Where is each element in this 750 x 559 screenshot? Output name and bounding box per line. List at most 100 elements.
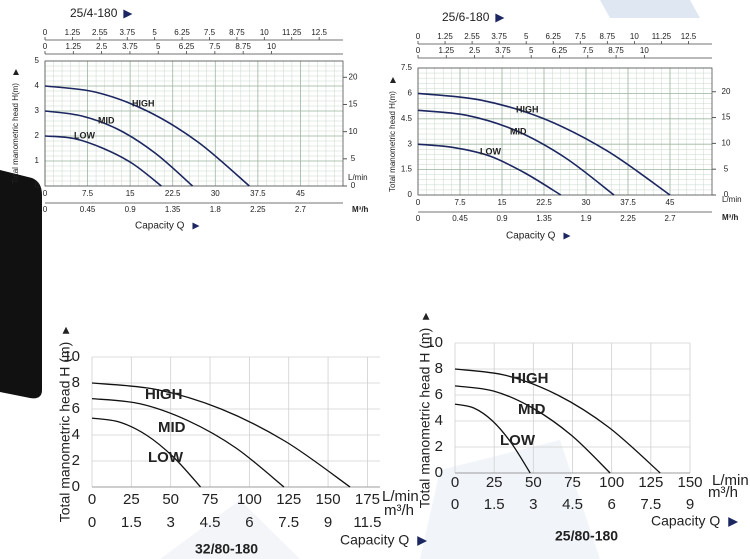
bottom-scale-label: 2.25 (250, 205, 266, 214)
x-tick-label: 100 (237, 491, 262, 508)
y2-tick-label: 10 (722, 138, 731, 147)
curve-label: MID (158, 419, 186, 436)
top-scale-label: 1.25 (66, 42, 82, 51)
top-scale-label: 3.75 (122, 42, 138, 51)
x-tick-label: 22.5 (165, 189, 181, 198)
bottom-scale-label: 1.35 (536, 214, 552, 223)
y-tick-label: 7.5 (401, 63, 413, 72)
y-tick-label: 4 (435, 412, 443, 429)
curve (417, 92, 671, 196)
x-tick-label: 30 (582, 198, 591, 207)
x-tick-label: 0 (43, 189, 48, 198)
curve (417, 109, 615, 196)
bottom-scale-label: 0.45 (80, 205, 96, 214)
curve-label: HIGH (132, 98, 155, 108)
top-scale-label: 2.5 (96, 42, 108, 51)
top-scale-label: 11.25 (282, 28, 302, 37)
x-tick-label: 0 (451, 474, 459, 491)
y-tick-label: 4.5 (401, 114, 413, 123)
y-axis-title: Total manometric head H (m) (57, 342, 73, 523)
x-axis-title: Capacity Q (135, 221, 185, 232)
x-tick-label: 125 (638, 474, 663, 491)
x-tick-label: 37.5 (620, 198, 636, 207)
curve (91, 397, 285, 488)
top-scale-label: 5 (529, 46, 534, 55)
curve (454, 368, 661, 474)
top-scale-label: 8.75 (608, 46, 624, 55)
top-scale-label: 5 (156, 42, 161, 51)
curve (91, 382, 351, 488)
top-scale-label: 1.25 (437, 32, 453, 41)
top-scale-label: 6.25 (552, 46, 568, 55)
top-scale-label: 0 (416, 46, 421, 55)
y-tick-label: 3 (35, 106, 40, 115)
arrow-icon (390, 77, 396, 84)
x2-unit: M³/h (352, 205, 369, 214)
bottom-scale-label: 2.25 (620, 214, 636, 223)
bottom-scale-label: 2.7 (295, 205, 307, 214)
bottom-scale-label: 7.5 (278, 514, 299, 531)
top-scale-label: 10 (260, 28, 269, 37)
y-axis-title: Total manometric head H (m) (417, 328, 433, 509)
curve-label: LOW (74, 130, 95, 140)
x-tick-label: 150 (677, 474, 702, 491)
bottom-scale-label: 9 (686, 496, 694, 513)
bottom-scale-label: 1.9 (580, 214, 592, 223)
x-tick-label: 50 (525, 474, 542, 491)
top-scale-label: 0 (43, 42, 48, 51)
arrow-icon (62, 326, 70, 334)
bottom-scale-label: 1.5 (121, 514, 142, 531)
arrow-icon (13, 69, 19, 76)
top-scale-label: 6.25 (174, 28, 190, 37)
top-scale-label: 5 (524, 32, 529, 41)
bottom-scale-label: 1.8 (210, 205, 222, 214)
y-tick-label: 6 (72, 400, 80, 417)
top-scale-label: 8.75 (229, 28, 245, 37)
top-scale-label: 10 (640, 46, 649, 55)
top-scale-label: 6.25 (545, 32, 561, 41)
curve-label: MID (518, 401, 546, 418)
y-tick-label: 4 (35, 81, 40, 90)
y-tick-label: 0 (35, 181, 40, 190)
bottom-scale-label: 11.5 (353, 514, 381, 531)
x-axis-title: Capacity Q (340, 532, 409, 548)
bottom-scale-label: 0.45 (452, 214, 468, 223)
top-scale-label: 2.55 (464, 32, 480, 41)
curve (44, 85, 250, 187)
y-tick-label: 10 (63, 348, 80, 365)
top-scale-label: 7.5 (582, 46, 594, 55)
x-tick-label: 15 (126, 189, 135, 198)
watermark (420, 440, 600, 559)
y-tick-label: 4 (72, 426, 80, 443)
x-unit: L/min (348, 173, 368, 182)
curve (454, 403, 531, 474)
top-scale-label: 1.25 (439, 46, 455, 55)
x-axis-title: Capacity Q (651, 513, 720, 529)
y-axis-title: Total manometric head H(m) (388, 91, 397, 192)
curve-label: LOW (480, 146, 501, 156)
x-tick-label: 175 (355, 491, 380, 508)
bottom-scale-label: 1.35 (165, 205, 181, 214)
y2-tick-label: 5 (724, 164, 729, 173)
plot-frame (44, 60, 344, 187)
bottom-scale-label: 0 (416, 214, 421, 223)
y2-tick-label: 20 (349, 72, 358, 81)
bottom-scale-label: 0 (451, 496, 459, 513)
chart-title: 32/80-180 (195, 541, 258, 557)
bottom-scale-label: 0 (43, 205, 48, 214)
y-tick-label: 0 (435, 464, 443, 481)
curve-label: HIGH (145, 386, 183, 403)
y2-tick-label: 20 (722, 87, 731, 96)
y-tick-label: 2 (35, 131, 40, 140)
y-axis-title: Total manometric head H(m) (11, 83, 20, 184)
bottom-scale-label: 6 (607, 496, 615, 513)
y-tick-label: 8 (72, 374, 80, 391)
x-tick-label: 25 (123, 491, 140, 508)
y-tick-label: 2 (72, 452, 80, 469)
x2-unit: m³/h (708, 484, 738, 501)
x2-unit: M³/h (722, 213, 739, 222)
y-tick-label: 10 (426, 334, 443, 351)
curve-label: MID (510, 126, 527, 136)
top-scale-label: 2.5 (469, 46, 481, 55)
